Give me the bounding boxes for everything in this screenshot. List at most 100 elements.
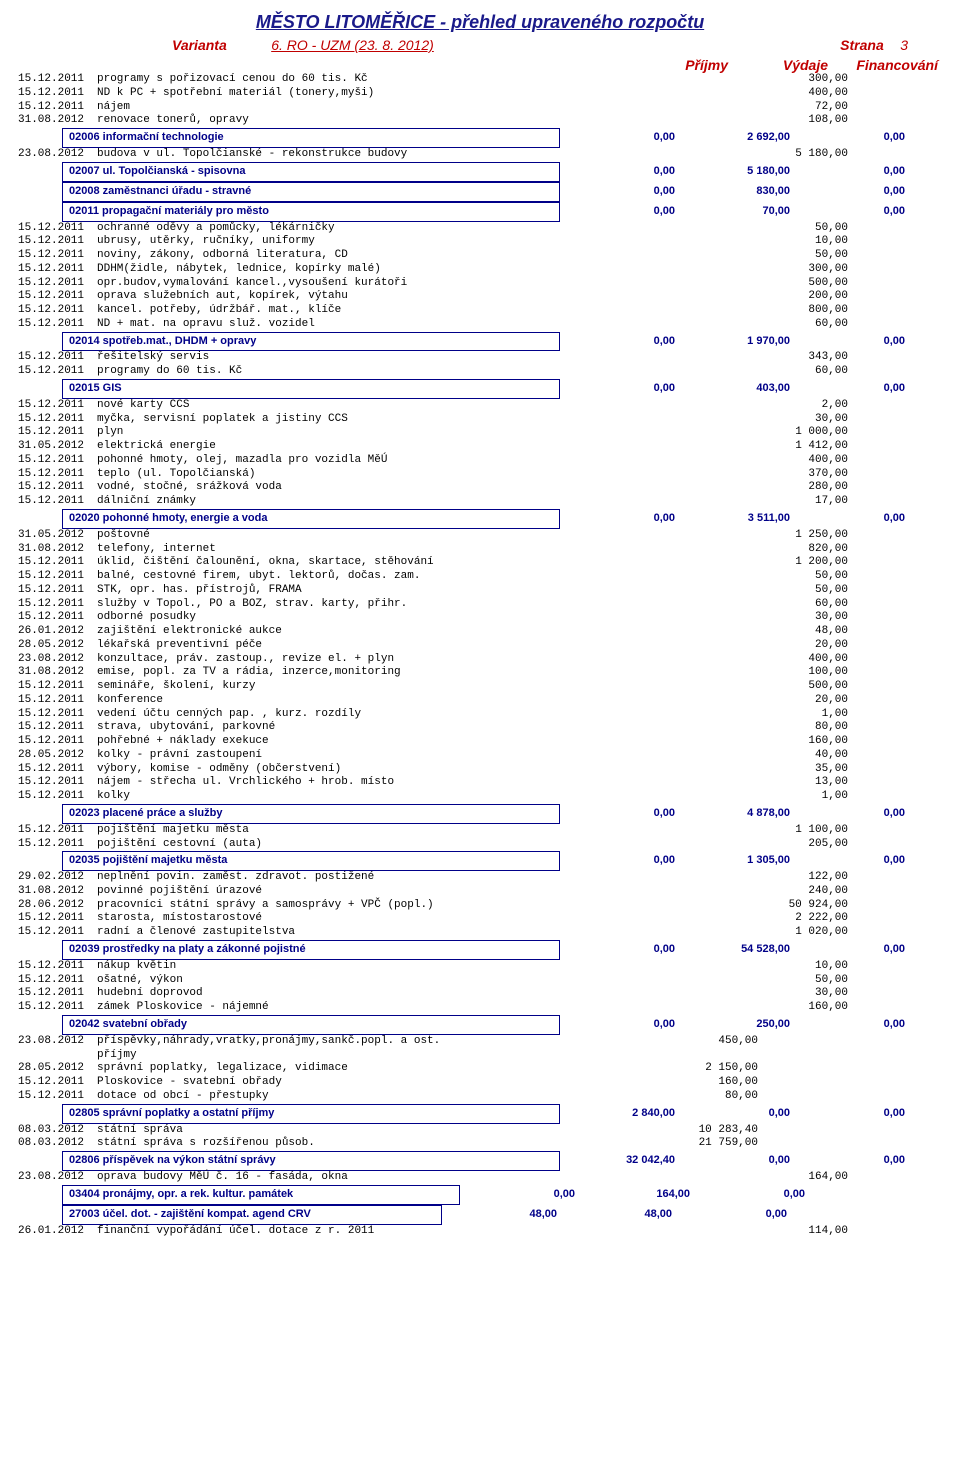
line-vydaje: 300,00 xyxy=(758,263,848,277)
line-fin xyxy=(848,584,948,598)
budget-line: 15.12.2011oprava služebních aut, kopírek… xyxy=(12,290,948,304)
line-date: 15.12.2011 xyxy=(12,222,97,236)
cat-fin: 0,00 xyxy=(790,942,915,958)
line-vydaje: 1 200,00 xyxy=(758,556,848,570)
category-box: 02042 svatební obřady xyxy=(62,1015,560,1035)
line-fin xyxy=(848,885,948,899)
line-vydaje: 48,00 xyxy=(758,625,848,639)
cat-fin: 0,00 xyxy=(790,130,915,146)
cat-prijmy: 0,00 xyxy=(560,184,675,200)
line-vydaje: 50,00 xyxy=(758,570,848,584)
line-prijmy xyxy=(663,912,758,926)
category-box: 02035 pojištění majetku města xyxy=(62,851,560,871)
line-desc: budova v ul. Topolčianské - rekonstrukce… xyxy=(97,148,663,162)
line-vydaje: 820,00 xyxy=(758,543,848,557)
line-prijmy xyxy=(663,570,758,584)
category-box: 02805 správní poplatky a ostatní příjmy xyxy=(62,1104,560,1124)
cat-fin: 0,00 xyxy=(790,853,915,869)
line-fin xyxy=(848,1076,948,1090)
line-vydaje: 20,00 xyxy=(758,694,848,708)
line-desc: příspěvky,náhrady,vratky,pronájmy,sankč.… xyxy=(97,1035,663,1049)
line-vydaje: 10,00 xyxy=(758,960,848,974)
line-vydaje: 500,00 xyxy=(758,277,848,291)
budget-line: 15.12.2011pojištění majetku města1 100,0… xyxy=(12,824,948,838)
line-vydaje: 370,00 xyxy=(758,468,848,482)
line-prijmy xyxy=(663,529,758,543)
line-prijmy xyxy=(663,290,758,304)
line-prijmy xyxy=(663,468,758,482)
line-vydaje: 10,00 xyxy=(758,235,848,249)
line-fin xyxy=(848,625,948,639)
line-prijmy: 80,00 xyxy=(663,1090,758,1104)
line-prijmy xyxy=(663,926,758,940)
line-vydaje: 343,00 xyxy=(758,351,848,365)
line-fin xyxy=(848,912,948,926)
line-prijmy xyxy=(663,148,758,162)
line-vydaje: 1,00 xyxy=(758,790,848,804)
line-fin xyxy=(848,290,948,304)
line-prijmy xyxy=(663,885,758,899)
line-prijmy: 2 150,00 xyxy=(663,1062,758,1076)
budget-category: 02011 propagační materiály pro město0,00… xyxy=(12,202,948,222)
budget-line: 15.12.2011úklid, čištění čalounění, okna… xyxy=(12,556,948,570)
line-fin xyxy=(848,611,948,625)
line-prijmy xyxy=(663,899,758,913)
line-vydaje xyxy=(758,1062,848,1076)
line-prijmy xyxy=(663,114,758,128)
line-vydaje: 5 180,00 xyxy=(758,148,848,162)
line-desc: emise, popl. za TV a rádia, inzerce,moni… xyxy=(97,666,663,680)
budget-line: 31.08.2012telefony, internet820,00 xyxy=(12,543,948,557)
line-date: 15.12.2011 xyxy=(12,790,97,804)
line-vydaje: 240,00 xyxy=(758,885,848,899)
line-vydaje: 20,00 xyxy=(758,639,848,653)
budget-line: 15.12.2011plyn1 000,00 xyxy=(12,426,948,440)
cat-fin: 0,00 xyxy=(790,806,915,822)
line-desc: ND + mat. na opravu služ. vozidel xyxy=(97,318,663,332)
line-prijmy xyxy=(663,365,758,379)
line-vydaje: 500,00 xyxy=(758,680,848,694)
line-fin xyxy=(848,721,948,735)
line-prijmy xyxy=(663,838,758,852)
line-vydaje: 30,00 xyxy=(758,987,848,1001)
line-date: 15.12.2011 xyxy=(12,708,97,722)
line-fin xyxy=(848,871,948,885)
line-prijmy xyxy=(663,426,758,440)
budget-table: 15.12.2011programy s pořizovací cenou do… xyxy=(12,73,948,1238)
line-desc: oprava služebních aut, kopírek, výtahu xyxy=(97,290,663,304)
line-prijmy xyxy=(663,584,758,598)
cat-vydaje: 54 528,00 xyxy=(675,942,790,958)
line-date: 15.12.2011 xyxy=(12,468,97,482)
line-fin xyxy=(848,666,948,680)
cat-vydaje: 0,00 xyxy=(675,1106,790,1122)
line-fin xyxy=(848,114,948,128)
budget-category: 02023 placené práce a služby0,004 878,00… xyxy=(12,804,948,824)
line-prijmy: 10 283,40 xyxy=(663,1124,758,1138)
budget-line: 26.01.2012finanční vypořádání účel. dota… xyxy=(12,1225,948,1239)
line-desc: pojištění majetku města xyxy=(97,824,663,838)
line-desc: hudební doprovod xyxy=(97,987,663,1001)
line-fin xyxy=(848,148,948,162)
line-vydaje: 60,00 xyxy=(758,318,848,332)
line-vydaje xyxy=(758,1035,848,1049)
budget-line: 28.05.2012správní poplatky, legalizace, … xyxy=(12,1062,948,1076)
line-fin xyxy=(848,235,948,249)
strana-label: Strana xyxy=(840,37,884,53)
line-fin xyxy=(848,639,948,653)
line-fin xyxy=(848,749,948,763)
line-desc: plyn xyxy=(97,426,663,440)
line-vydaje: 50,00 xyxy=(758,584,848,598)
line-vydaje: 72,00 xyxy=(758,101,848,115)
line-desc: nájem xyxy=(97,101,663,115)
budget-line: 15.12.2011výbory, komise - odměny (občer… xyxy=(12,763,948,777)
line-fin xyxy=(848,926,948,940)
line-vydaje: 60,00 xyxy=(758,598,848,612)
budget-line: 15.12.2011odborné posudky30,00 xyxy=(12,611,948,625)
line-desc: semináře, školení, kurzy xyxy=(97,680,663,694)
budget-category: 02006 informační technologie0,002 692,00… xyxy=(12,128,948,148)
line-date: 31.08.2012 xyxy=(12,543,97,557)
cat-fin: 0,00 xyxy=(790,164,915,180)
line-prijmy xyxy=(663,749,758,763)
budget-line: 15.12.2011strava, ubytování, parkovné80,… xyxy=(12,721,948,735)
line-desc: myčka, servisní poplatek a jistiny CCS xyxy=(97,413,663,427)
line-date: 15.12.2011 xyxy=(12,912,97,926)
